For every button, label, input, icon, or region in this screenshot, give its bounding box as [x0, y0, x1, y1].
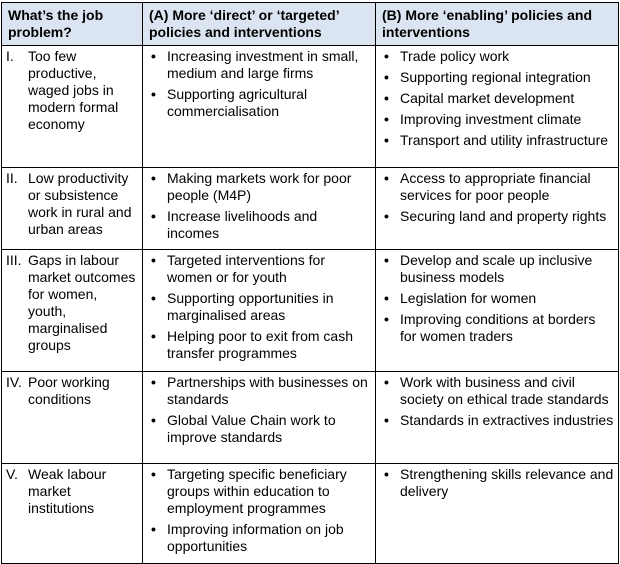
job-problem: IV. Poor working conditions [6, 374, 138, 408]
job-problem-cell: II. Low productivity or subsistence work … [1, 167, 143, 250]
problem-numeral: IV. [6, 374, 22, 390]
table-row: I. Too few productive, waged jobs in mode… [1, 45, 619, 168]
enabling-policies-list: Work with business and civil society on … [383, 374, 614, 429]
enabling-policies-list: Strengthening skills relevance and deliv… [383, 466, 614, 500]
policy-item: Targeting specific beneficiary groups wi… [150, 466, 371, 517]
enabling-policies-cell: Strengthening skills relevance and deliv… [375, 463, 619, 564]
job-problem: V. Weak labour market institutions [6, 466, 138, 517]
problem-numeral: II. [6, 170, 18, 186]
enabling-policies-list: Trade policy work Supporting regional int… [383, 48, 614, 149]
table-row: II. Low productivity or subsistence work … [1, 167, 619, 250]
policy-item: Improving investment climate [383, 111, 614, 128]
policy-item: Supporting agricultural commercialisatio… [150, 86, 371, 120]
direct-policies-cell: Increasing investment in small, medium a… [142, 45, 376, 168]
enabling-policies-list: Access to appropriate financial services… [383, 170, 614, 225]
job-problem-cell: III. Gaps in labour market outcomes for w… [1, 249, 143, 372]
enabling-policies-cell: Access to appropriate financial services… [375, 167, 619, 250]
direct-policies-list: Increasing investment in small, medium a… [150, 48, 371, 120]
policy-item: Global Value Chain work to improve stand… [150, 412, 371, 446]
policy-item: Develop and scale up inclusive business … [383, 252, 614, 286]
policy-item: Access to appropriate financial services… [383, 170, 614, 204]
problem-numeral: III. [6, 252, 22, 268]
policy-item: Standards in extractives industries [383, 412, 614, 429]
table-row: III. Gaps in labour market outcomes for w… [1, 249, 619, 372]
direct-policies-list: Targeting specific beneficiary groups wi… [150, 466, 371, 555]
job-problem: III. Gaps in labour market outcomes for w… [6, 252, 138, 354]
enabling-policies-cell: Develop and scale up inclusive business … [375, 249, 619, 372]
policy-item: Legislation for women [383, 290, 614, 307]
job-problem: I. Too few productive, waged jobs in mode… [6, 48, 138, 133]
problem-text: Poor working conditions [28, 374, 110, 407]
enabling-policies-cell: Work with business and civil society on … [375, 371, 619, 464]
table-row: V. Weak labour market institutions Targeti… [1, 463, 619, 564]
policy-item: Strengthening skills relevance and deliv… [383, 466, 614, 500]
direct-policies-list: Targeted interventions for women or for … [150, 252, 371, 362]
policy-item: Partnerships with businesses on standard… [150, 374, 371, 408]
policy-item: Securing land and property rights [383, 208, 614, 225]
direct-policies-cell: Making markets work for poor people (M4P… [142, 167, 376, 250]
enabling-policies-list: Develop and scale up inclusive business … [383, 252, 614, 345]
enabling-policies-cell: Trade policy work Supporting regional int… [375, 45, 619, 168]
policy-item: Targeted interventions for women or for … [150, 252, 371, 286]
policy-item: Making markets work for poor people (M4P… [150, 170, 371, 204]
job-problem-cell: V. Weak labour market institutions [1, 463, 143, 564]
policy-item: Improving information on job opportuniti… [150, 521, 371, 555]
policy-item: Capital market development [383, 90, 614, 107]
policy-item: Supporting opportunities in marginalised… [150, 290, 371, 324]
problem-text: Gaps in labour market outcomes for women… [28, 252, 136, 353]
table-row: IV. Poor working conditions Partnerships w… [1, 371, 619, 464]
direct-policies-cell: Targeting specific beneficiary groups wi… [142, 463, 376, 564]
policy-item: Increasing investment in small, medium a… [150, 48, 371, 82]
job-problem-cell: I. Too few productive, waged jobs in mode… [1, 45, 143, 168]
job-problem-cell: IV. Poor working conditions [1, 371, 143, 464]
table-body: I. Too few productive, waged jobs in mode… [1, 45, 619, 564]
direct-policies-cell: Partnerships with businesses on standard… [142, 371, 376, 464]
policy-item: Improving conditions at borders for wome… [383, 311, 614, 345]
problem-text: Low productivity or subsistence work in … [28, 170, 132, 237]
direct-policies-list: Partnerships with businesses on standard… [150, 374, 371, 446]
policy-item: Work with business and civil society on … [383, 374, 614, 408]
direct-policies-cell: Targeted interventions for women or for … [142, 249, 376, 372]
policy-item: Helping poor to exit from cash transfer … [150, 328, 371, 362]
direct-policies-list: Making markets work for poor people (M4P… [150, 170, 371, 242]
problem-text: Weak labour market institutions [28, 466, 107, 516]
policy-item: Trade policy work [383, 48, 614, 65]
policy-item: Transport and utility infrastructure [383, 132, 614, 149]
header-direct-policies: (A) More ‘direct’ or ‘targeted’ policies… [142, 2, 376, 46]
policy-item: Increase livelihoods and incomes [150, 208, 371, 242]
problem-numeral: I. [6, 48, 14, 64]
job-problem: II. Low productivity or subsistence work … [6, 170, 138, 238]
problem-numeral: V. [6, 466, 18, 482]
problem-text: Too few productive, waged jobs in modern… [28, 48, 119, 132]
policy-item: Supporting regional integration [383, 69, 614, 86]
header-enabling-policies: (B) More ‘enabling’ policies and interve… [375, 2, 619, 46]
header-row: What’s the job problem? (A) More ‘direct… [1, 2, 619, 46]
header-job-problem: What’s the job problem? [1, 2, 143, 46]
